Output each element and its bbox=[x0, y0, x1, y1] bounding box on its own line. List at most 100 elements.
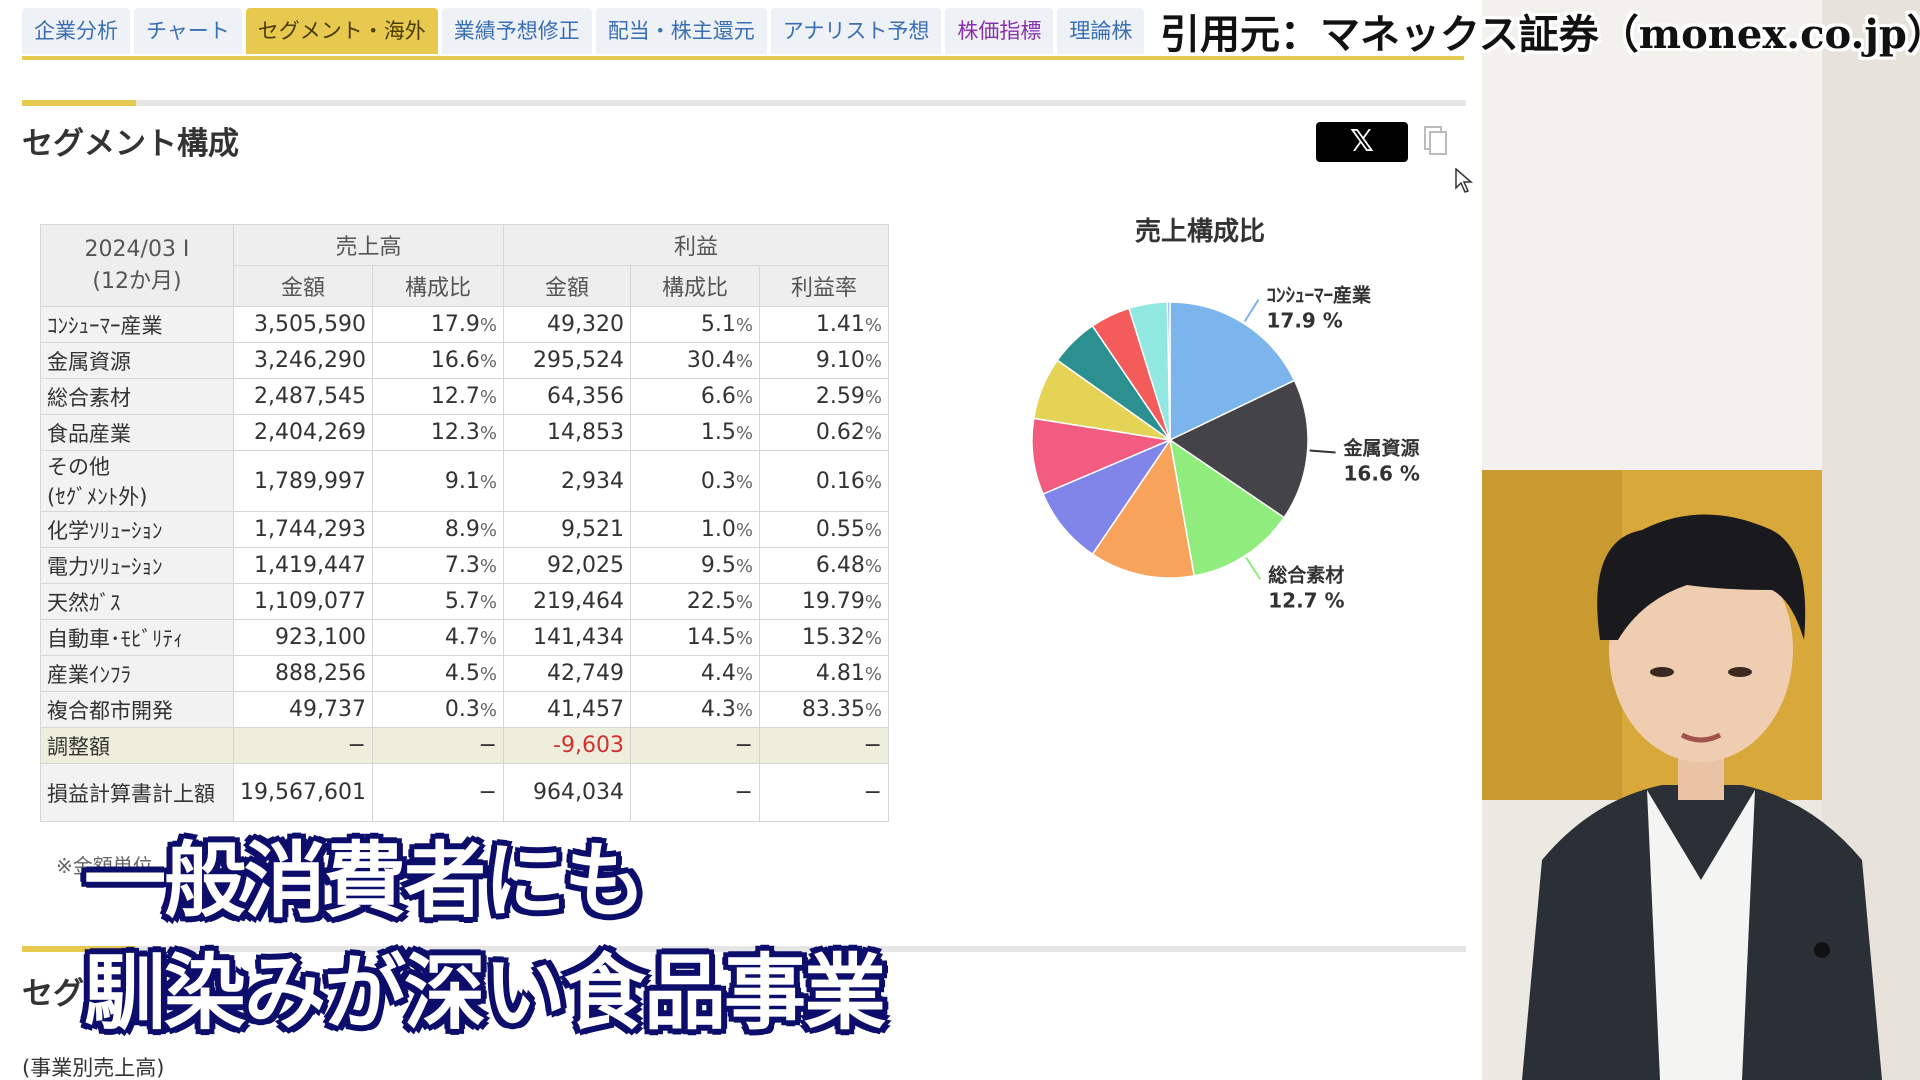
profit-margin: − bbox=[758, 763, 889, 822]
subtitle-caption: 一般消費者にも 馴染みが深い食品事業 bbox=[84, 826, 886, 1050]
pie-slice[interactable] bbox=[1166, 301, 1171, 441]
profit-margin: 9.10% bbox=[758, 342, 889, 379]
tab-bar: 企業分析 チャート セグメント・海外 業績予想修正 配当・株主還元 アナリスト予… bbox=[22, 8, 1145, 60]
pie-slice[interactable] bbox=[1091, 438, 1196, 579]
sales-amount: 2,404,269 bbox=[233, 414, 373, 451]
percent-sign: % bbox=[864, 471, 882, 493]
section2-title: セグ bbox=[22, 976, 84, 1012]
tab-company-analysis[interactable]: 企業分析 bbox=[22, 8, 130, 54]
sales-amount: 923,100 bbox=[233, 619, 373, 656]
percent-sign: % bbox=[479, 556, 497, 577]
pie-slice[interactable] bbox=[1168, 438, 1286, 577]
percent-sign: % bbox=[735, 315, 753, 336]
profit-margin: 0.16% bbox=[758, 450, 889, 512]
segment-name: 自動車･ﾓﾋﾞﾘﾃｨ bbox=[40, 619, 234, 656]
sales-share: 9.1% bbox=[371, 450, 504, 512]
profit-margin: − bbox=[758, 727, 889, 764]
table-body: ｺﾝｼｭｰﾏｰ産業 3,505,590 17.9% 49,320 5.1% 1.41% 金属… bbox=[40, 306, 889, 822]
table-row: 産業ｲﾝﾌﾗ 888,256 4.5% 42,749 4.4% 4.81% bbox=[40, 655, 889, 692]
table-row: 化学ｿﾘｭｰｼｮﾝ 1,744,293 8.9% 9,521 1.0% 0.55% bbox=[40, 511, 889, 548]
sales-share: 7.3% bbox=[371, 547, 504, 584]
profit-share: 6.6% bbox=[629, 378, 760, 415]
segment-name: 総合素材 bbox=[40, 378, 234, 415]
tab-analyst-forecast[interactable]: アナリスト予想 bbox=[770, 8, 942, 54]
pie-title: 売上構成比 bbox=[1135, 217, 1265, 247]
total-row: 損益計算書計上額 19,567,601−964,034− − bbox=[40, 763, 889, 822]
sales-share: 5.7% bbox=[371, 583, 504, 620]
segment-name: 金属資源 bbox=[40, 342, 234, 379]
pie-chart: 売上構成比 ｺﾝｼｭｰﾏｰ産業 17.9 % 金属資源 16.6 % 総合素材 12.7 % bbox=[1000, 210, 1460, 630]
sales-share: − bbox=[371, 727, 504, 764]
pie-slice[interactable] bbox=[1168, 379, 1309, 519]
percent-sign: % bbox=[479, 664, 497, 685]
profit-margin: 0.55% bbox=[758, 511, 889, 548]
web-page: 企業分析 チャート セグメント・海外 業績予想修正 配当・株主還元 アナリスト予… bbox=[22, 8, 1473, 1080]
segment-name: その他 (ｾｸﾞﾒﾝﾄ外) bbox=[40, 450, 234, 512]
percent-sign: % bbox=[864, 387, 882, 408]
percent-sign: % bbox=[735, 520, 753, 541]
profit-amount: 2,934 bbox=[502, 450, 631, 512]
sales-share: 16.6% bbox=[371, 342, 504, 379]
profit-share: 4.4% bbox=[629, 655, 760, 692]
sales-amount: 19,567,601 bbox=[233, 763, 373, 822]
col-profit-amount: 金額 bbox=[502, 265, 631, 307]
table-row: 金属資源 3,246,290 16.6% 295,524 30.4% 9.10% bbox=[40, 342, 889, 379]
sales-amount: − bbox=[233, 727, 373, 764]
tab-segment-overseas[interactable]: セグメント・海外 bbox=[245, 8, 438, 54]
profit-share: − bbox=[629, 763, 760, 822]
percent-sign: % bbox=[864, 423, 882, 444]
segment-name: 複合都市開発 bbox=[40, 691, 234, 728]
segment-name: ｺﾝｼｭｰﾏｰ産業 bbox=[40, 306, 234, 343]
percent-sign: % bbox=[735, 471, 753, 493]
pie-label-connector bbox=[1243, 299, 1260, 323]
percent-sign: % bbox=[735, 700, 753, 721]
section-divider bbox=[22, 100, 1466, 106]
tab-underline bbox=[22, 56, 1464, 60]
sales-share: 4.7% bbox=[371, 619, 504, 656]
percent-sign: % bbox=[735, 628, 753, 649]
profit-group-header: 利益 bbox=[502, 224, 889, 266]
tab-stock-indicators[interactable]: 株価指標 bbox=[945, 8, 1054, 54]
tab-chart[interactable]: チャート bbox=[134, 8, 242, 54]
sales-share: 4.5% bbox=[371, 655, 504, 692]
pie-slice[interactable] bbox=[1169, 301, 1296, 442]
percent-sign: % bbox=[735, 387, 753, 408]
sales-share: 12.3% bbox=[371, 414, 504, 451]
pie-label-name: ｺﾝｼｭｰﾏｰ産業 bbox=[1267, 284, 1373, 307]
percent-sign: % bbox=[735, 351, 753, 372]
profit-amount: 964,034 bbox=[502, 763, 631, 822]
x-share-button[interactable]: 𝕏 bbox=[1316, 122, 1408, 162]
profit-amount: 9,521 bbox=[502, 511, 631, 548]
segment-name: 産業ｲﾝﾌﾗ bbox=[40, 655, 234, 692]
percent-sign: % bbox=[479, 700, 497, 721]
profit-amount: 41,457 bbox=[502, 691, 631, 728]
sales-share: 0.3% bbox=[371, 691, 504, 728]
profit-amount: 49,320 bbox=[502, 306, 631, 343]
percent-sign: % bbox=[479, 592, 497, 613]
col-sales-ratio: 構成比 bbox=[371, 265, 504, 307]
section-title: セグメント構成 bbox=[22, 126, 239, 162]
segment-name: 調整額 bbox=[40, 727, 234, 764]
section2-subtitle: (事業別売上高) bbox=[22, 1056, 165, 1080]
pie-slice[interactable] bbox=[1042, 438, 1173, 556]
table-row: その他 (ｾｸﾞﾒﾝﾄ外) 1,789,997 9.1% 2,934 0.3% 0.16% bbox=[40, 450, 889, 512]
profit-margin: 6.48% bbox=[758, 547, 889, 584]
sales-amount: 1,789,997 bbox=[233, 450, 373, 512]
copy-icon[interactable] bbox=[1424, 126, 1448, 156]
profit-margin: 4.81% bbox=[758, 655, 889, 692]
profit-amount: 295,524 bbox=[502, 342, 631, 379]
percent-sign: % bbox=[735, 664, 753, 685]
profit-margin: 2.59% bbox=[758, 378, 889, 415]
percent-sign: % bbox=[479, 423, 497, 444]
percent-sign: % bbox=[735, 556, 753, 577]
tab-theoretical-price[interactable]: 理論株 bbox=[1057, 8, 1145, 54]
percent-sign: % bbox=[864, 315, 882, 336]
profit-amount: 141,434 bbox=[502, 619, 631, 656]
profit-share: 5.1% bbox=[629, 306, 760, 343]
segment-name: 天然ｶﾞｽ bbox=[40, 583, 234, 620]
segment-table: 2024/03 I (12か月) 売上高 利益 金額 構成比 金額 構成比 利益… bbox=[40, 224, 889, 822]
profit-share: 30.4% bbox=[629, 342, 760, 379]
tab-dividend[interactable]: 配当・株主還元 bbox=[595, 8, 767, 54]
tab-forecast-revision[interactable]: 業績予想修正 bbox=[441, 8, 592, 54]
adjustment-row: 調整額 − − -9,603− − bbox=[40, 727, 889, 764]
